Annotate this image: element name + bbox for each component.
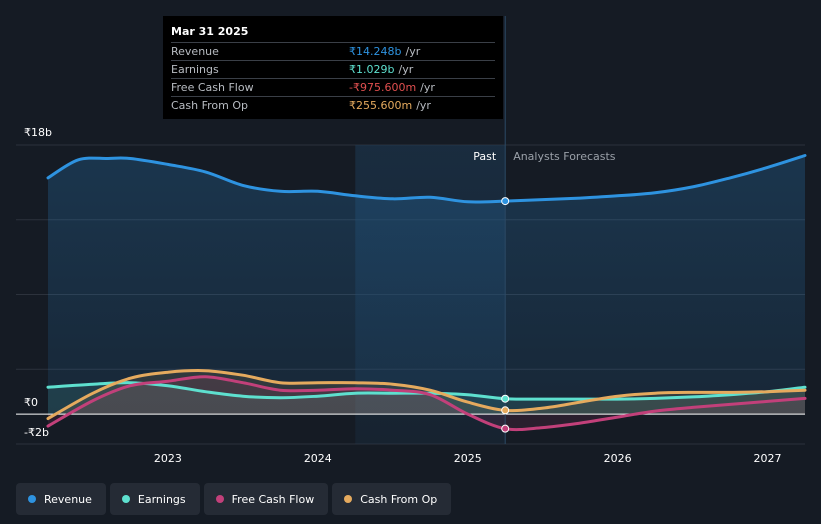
earnings-marker: [501, 394, 510, 403]
tooltip-unit: /yr: [405, 45, 421, 58]
y-axis-labels: ₹18b ₹0 -₹2b: [24, 126, 52, 439]
tooltip-label: Cash From Op: [171, 99, 249, 112]
legend-item-earnings[interactable]: Earnings: [109, 483, 200, 515]
revenue-area: [48, 155, 805, 415]
tooltip-value: ₹255.600m: [349, 99, 413, 112]
legend-item-free-cash-flow[interactable]: Free Cash Flow: [203, 483, 329, 515]
tooltip-unit: /yr: [398, 63, 414, 76]
tooltip-row-free-cash-flow: Free Cash Flow -₹975.600m /yr: [171, 78, 495, 96]
legend-item-cash-from-op[interactable]: Cash From Op: [332, 483, 452, 515]
tooltip-row-earnings: Earnings ₹1.029b /yr: [171, 60, 495, 78]
series-lines: [46, 154, 807, 432]
chart: ₹18b ₹0 -₹2b 2023 2024 2025 2026 2027 Past Ana…: [16, 16, 807, 465]
cash-from-op-marker: [501, 406, 510, 415]
free-cash-flow-line: [46, 375, 807, 432]
series-fills: [48, 155, 805, 430]
legend-label: Cash From Op: [360, 492, 438, 506]
revenue-marker: [501, 197, 510, 206]
tooltip-value: ₹14.248b: [349, 45, 402, 58]
x-tick-label: 2026: [604, 452, 632, 465]
tooltip-label: Revenue: [171, 45, 219, 58]
legend-label: Earnings: [137, 492, 186, 506]
tooltip: Mar 31 2025 Revenue ₹14.248b /yr Earning…: [163, 16, 503, 119]
revenue-line: [46, 154, 807, 204]
x-tick-label: 2024: [304, 452, 332, 465]
legend: Revenue Earnings Free Cash Flow Cash Fro…: [16, 483, 452, 515]
legend-label: Free Cash Flow: [231, 492, 315, 506]
x-tick-label: 2023: [154, 452, 182, 465]
tooltip-label: Earnings: [171, 63, 219, 76]
past-label: Past: [473, 150, 497, 163]
revenue-dot-icon: [28, 495, 36, 503]
tooltip-unit: /yr: [420, 81, 435, 94]
x-tick-label: 2027: [754, 452, 782, 465]
earnings-dot-icon: [121, 495, 130, 503]
tooltip-value: ₹1.029b: [349, 63, 395, 76]
legend-label: Revenue: [44, 492, 92, 506]
y-tick-label: ₹0: [24, 396, 38, 409]
forecast-label: Analysts Forecasts: [513, 150, 616, 163]
x-axis-labels: 2023 2024 2025 2026 2027: [154, 452, 782, 465]
x-tick-label: 2025: [454, 452, 482, 465]
cash-from-op-dot-icon: [344, 495, 353, 503]
legend-item-revenue[interactable]: Revenue: [16, 483, 106, 515]
series-markers: [501, 197, 510, 433]
free-cash-flow-dot-icon: [215, 495, 224, 503]
y-tick-label: -₹2b: [24, 426, 49, 439]
tooltip-unit: /yr: [416, 99, 431, 112]
tooltip-label: Free Cash Flow: [171, 81, 254, 94]
cash-from-op-line: [46, 369, 807, 421]
tooltip-row-cash-from-op: Cash From Op ₹255.600m /yr: [171, 96, 495, 114]
free-cash-flow-marker: [501, 424, 510, 433]
y-tick-label: ₹18b: [24, 126, 52, 139]
earnings-area: [48, 382, 805, 415]
tooltip-date: Mar 31 2025: [171, 25, 249, 38]
tooltip-row-revenue: Revenue ₹14.248b /yr: [171, 42, 495, 60]
tooltip-value: -₹975.600m: [349, 81, 417, 94]
